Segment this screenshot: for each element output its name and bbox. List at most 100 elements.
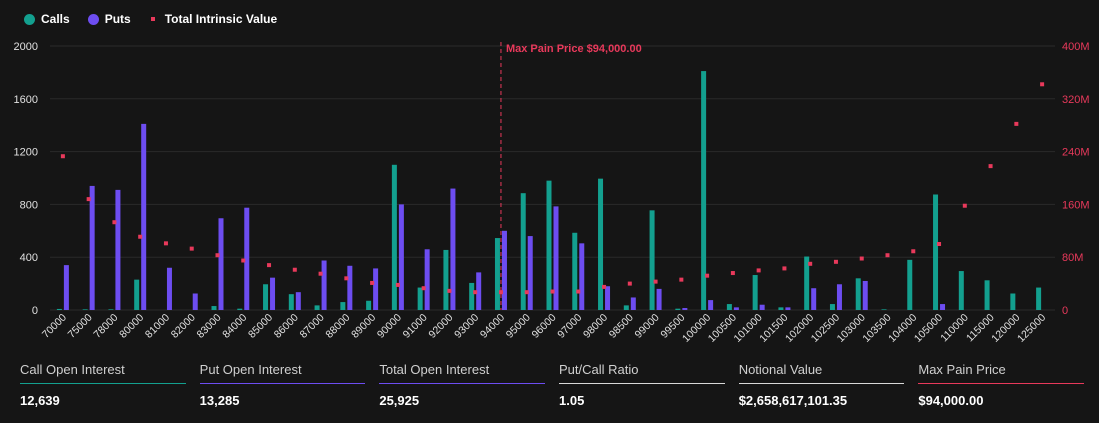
- intrinsic-value-point: [859, 256, 864, 261]
- calls-bar: [469, 282, 475, 310]
- x-tick-label: 92000: [426, 312, 455, 341]
- x-tick-label: 105000: [912, 312, 945, 345]
- puts-bar: [450, 188, 456, 310]
- y-left-tick-label: 1200: [14, 147, 38, 159]
- calls-bar: [82, 309, 88, 310]
- puts-bar: [373, 268, 379, 310]
- calls-bar: [134, 279, 140, 310]
- puts-bar: [347, 265, 353, 310]
- stat-underline: [20, 383, 186, 384]
- puts-bar: [89, 185, 95, 310]
- stat-label: Put/Call Ratio: [559, 362, 639, 377]
- intrinsic-value-point: [524, 290, 529, 295]
- puts-bar: [656, 288, 662, 310]
- calls-bar: [752, 275, 758, 310]
- calls-bar: [546, 180, 552, 310]
- puts-bar: [605, 286, 611, 310]
- intrinsic-value-point: [86, 197, 91, 202]
- intrinsic-value-point: [267, 263, 272, 268]
- x-tick-label: 84000: [220, 312, 249, 341]
- stat-underline: [738, 383, 905, 384]
- calls-bar: [881, 309, 887, 310]
- calls-bar: [314, 305, 320, 310]
- y-right-tick-label: 160M: [1062, 199, 1090, 211]
- puts-bar: [682, 308, 688, 310]
- stat-underline: [379, 383, 546, 384]
- x-tick-label: 91000: [401, 312, 430, 341]
- stat-label: Max Pain Price: [918, 362, 1006, 377]
- x-tick-label: 94000: [478, 312, 507, 341]
- x-tick-label: 95000: [504, 312, 533, 341]
- stat-call-open-interest: Call Open Interest 12,639: [20, 362, 186, 408]
- intrinsic-value-point: [705, 273, 710, 278]
- intrinsic-value-point: [808, 261, 813, 266]
- x-tick-label: 75000: [66, 312, 95, 341]
- intrinsic-value-point: [756, 268, 761, 273]
- intrinsic-value-point: [1040, 82, 1045, 87]
- x-tick-label: 85000: [246, 312, 275, 341]
- puts-bar: [553, 206, 559, 310]
- stat-value: 12,639: [20, 393, 60, 408]
- intrinsic-legend-label: Total Intrinsic Value: [164, 12, 278, 26]
- intrinsic-value-point: [885, 253, 890, 258]
- intrinsic-value-point: [782, 266, 787, 271]
- y-left-tick-label: 2000: [14, 41, 38, 53]
- intrinsic-value-point: [163, 241, 168, 246]
- intrinsic-value-point: [215, 253, 220, 258]
- stat-label: Total Open Interest: [379, 362, 490, 377]
- intrinsic-value-point: [576, 289, 581, 294]
- stat-underline: [559, 383, 725, 384]
- x-tick-label: 93000: [452, 312, 481, 341]
- x-tick-label: 70000: [40, 312, 69, 341]
- puts-bar: [166, 267, 172, 310]
- calls-legend-label: Calls: [41, 12, 70, 26]
- intrinsic-value-point: [344, 276, 349, 281]
- chart-legend: Calls Puts Total Intrinsic Value: [24, 12, 277, 26]
- stat-notional-value: Notional Value $2,658,617,101.35: [738, 362, 905, 408]
- stat-underline: [199, 383, 366, 384]
- puts-bar: [708, 300, 714, 310]
- calls-bar: [649, 210, 655, 310]
- y-right-tick-label: 80M: [1062, 252, 1083, 264]
- intrinsic-value-point: [988, 164, 993, 169]
- x-tick-label: 87000: [298, 312, 327, 341]
- y-right-tick-label: 320M: [1062, 94, 1090, 106]
- intrinsic-value-point: [112, 220, 117, 225]
- puts-bar: [836, 284, 842, 310]
- y-right-tick-label: 240M: [1062, 147, 1090, 159]
- intrinsic-value-point: [189, 246, 194, 251]
- intrinsic-value-point: [730, 271, 735, 276]
- x-tick-label: 81000: [143, 312, 172, 341]
- intrinsic-value-point: [679, 277, 684, 282]
- legend-item-intrinsic[interactable]: Total Intrinsic Value: [149, 12, 277, 26]
- y-left-tick-label: 800: [20, 199, 38, 211]
- x-tick-label: 89000: [349, 312, 378, 341]
- x-tick-label: 97000: [555, 312, 584, 341]
- puts-bar: [501, 230, 507, 310]
- puts-bar: [141, 123, 147, 310]
- intrinsic-value-point: [627, 281, 632, 286]
- calls-bar: [494, 238, 500, 310]
- calls-bar: [211, 306, 217, 310]
- stat-total-open-interest: Total Open Interest 25,925: [379, 362, 546, 408]
- legend-item-puts[interactable]: Puts: [87, 12, 131, 26]
- calls-bar: [263, 284, 269, 310]
- calls-bar: [340, 302, 346, 310]
- puts-bar: [63, 265, 69, 310]
- x-tick-label: 98500: [607, 312, 636, 341]
- x-tick-label: 90000: [375, 312, 404, 341]
- calls-bar: [417, 287, 423, 310]
- stat-put-call-ratio: Put/Call Ratio 1.05: [559, 362, 725, 408]
- puts-bar: [785, 307, 791, 310]
- puts-bar: [759, 304, 765, 310]
- puts-bar: [862, 280, 868, 310]
- puts-legend-label: Puts: [104, 12, 131, 26]
- calls-bar: [520, 193, 526, 310]
- legend-item-calls[interactable]: Calls: [24, 12, 70, 26]
- calls-bar: [366, 300, 372, 310]
- stat-put-open-interest: Put Open Interest 13,285: [199, 362, 366, 408]
- calls-bar: [778, 307, 784, 310]
- calls-bar: [108, 309, 114, 310]
- intrinsic-value-point: [241, 258, 246, 263]
- puts-legend-dot: [87, 13, 99, 25]
